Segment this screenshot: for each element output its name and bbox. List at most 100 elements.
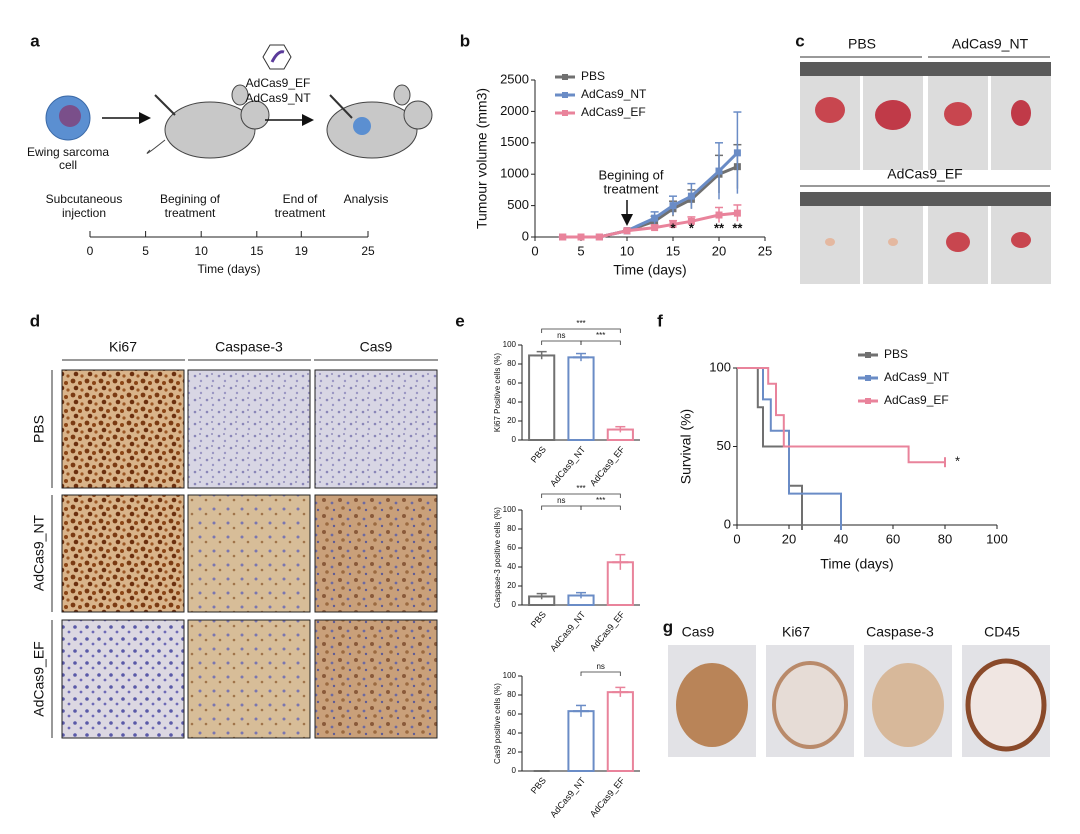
y-tick-label: 0 <box>512 435 517 444</box>
legend-marker <box>865 375 871 381</box>
y-axis-label: Ki67 Positive cells (%) <box>493 353 502 432</box>
tumour <box>353 117 371 135</box>
virus-genome <box>270 50 285 63</box>
y-tick-label: 80 <box>507 524 516 533</box>
y-tick-label: 500 <box>507 197 529 212</box>
image-label: Ki67 <box>782 624 810 640</box>
survival-curve <box>737 367 803 525</box>
ihc-d <box>51 359 438 739</box>
row-label: AdCas9_EF <box>31 641 47 716</box>
tissue <box>872 663 944 747</box>
series-line <box>562 211 738 239</box>
tissue <box>676 663 748 747</box>
timeline-tick-label: 5 <box>142 244 149 258</box>
panel-letter: a <box>30 31 40 50</box>
timeline-tick-label: 0 <box>87 244 94 258</box>
data-point <box>687 192 695 200</box>
data-point <box>595 233 603 241</box>
y-axis-label: Caspase-3 positive cells (%) <box>493 507 502 608</box>
panel-letter: e <box>455 311 464 330</box>
row-label: AdCas9_NT <box>31 514 47 591</box>
ruler <box>800 192 1051 206</box>
y-tick-label: 60 <box>507 543 516 552</box>
y-tick-label: 100 <box>503 340 517 349</box>
data-point <box>651 214 659 222</box>
y-tick-label: 40 <box>507 562 516 571</box>
micrograph <box>314 369 438 489</box>
micrograph <box>61 494 185 613</box>
mouse-tail <box>146 139 166 154</box>
x-tick-label: 40 <box>834 531 848 546</box>
significance: ns <box>557 496 565 505</box>
panel-letter: c <box>795 31 804 50</box>
cell-label: cell <box>59 158 77 172</box>
x-tick-label: 80 <box>938 531 952 546</box>
y-tick-label: 80 <box>507 690 516 699</box>
significance: * <box>955 454 960 469</box>
mouse-head <box>240 100 270 130</box>
x-tick-label: 0 <box>531 243 538 258</box>
tumour <box>1011 100 1031 126</box>
significance: * <box>670 220 676 235</box>
data-point <box>715 167 723 175</box>
image-label: Caspase-3 <box>866 624 934 640</box>
data-point <box>651 224 659 232</box>
mouse-ear <box>393 84 411 106</box>
data-point <box>559 233 567 241</box>
tissue <box>965 658 1047 752</box>
x-tick-label: AdCas9_NT <box>548 609 587 653</box>
tumour <box>815 97 845 123</box>
legend-label: AdCas9_EF <box>581 105 646 119</box>
row-label: PBS <box>31 415 47 443</box>
y-axis-label: Survival (%) <box>678 409 694 484</box>
legend-marker <box>562 92 568 98</box>
x-tick-label: 10 <box>620 243 634 258</box>
data-point <box>733 149 741 157</box>
timeline-tick-label: 25 <box>361 244 375 258</box>
bar <box>528 354 556 442</box>
y-tick-label: 40 <box>507 397 516 406</box>
survival-curve <box>737 367 945 464</box>
legend-marker <box>562 110 568 116</box>
mouse <box>164 101 256 159</box>
mouse-head <box>403 100 433 130</box>
nucleus <box>59 105 81 127</box>
x-tick-label: AdCas9_EF <box>588 444 627 488</box>
timeline-tick-label: 10 <box>195 244 209 258</box>
x-tick-label: AdCas9_NT <box>548 775 587 819</box>
significance: *** <box>596 496 605 505</box>
group-label: AdCas9_NT <box>952 36 1029 52</box>
y-tick-label: 1500 <box>500 134 529 149</box>
group-label: PBS <box>848 36 876 52</box>
panel-letter: b <box>460 31 470 50</box>
event-label: End of <box>283 192 318 206</box>
ruler <box>800 62 1051 76</box>
significance-bracket <box>541 505 582 510</box>
x-tick-label: PBS <box>529 775 548 795</box>
timeline-axis-label: Time (days) <box>198 262 261 276</box>
y-tick-label: 100 <box>503 505 517 514</box>
significance: ** <box>732 220 743 235</box>
tumour <box>944 102 972 126</box>
significance-bracket <box>580 340 621 345</box>
panel-letter: g <box>663 617 673 636</box>
column-label: Ki67 <box>109 339 137 355</box>
data-point <box>687 217 695 225</box>
tumour <box>946 232 970 252</box>
data-point <box>669 202 677 210</box>
legend-marker <box>865 352 871 358</box>
micrograph <box>61 619 185 739</box>
significance-bracket <box>541 328 621 333</box>
x-tick-label: 25 <box>758 243 772 258</box>
data-point <box>715 211 723 219</box>
survival-curve <box>737 367 842 525</box>
y-tick-label: 50 <box>717 438 731 453</box>
significance: ** <box>714 220 725 235</box>
bar <box>567 710 595 773</box>
ihc-g <box>668 645 1050 757</box>
mouse-ear <box>231 84 249 106</box>
y-tick-label: 0 <box>522 228 529 243</box>
panel-letter: d <box>30 311 40 330</box>
event-label: Analysis <box>344 192 389 206</box>
